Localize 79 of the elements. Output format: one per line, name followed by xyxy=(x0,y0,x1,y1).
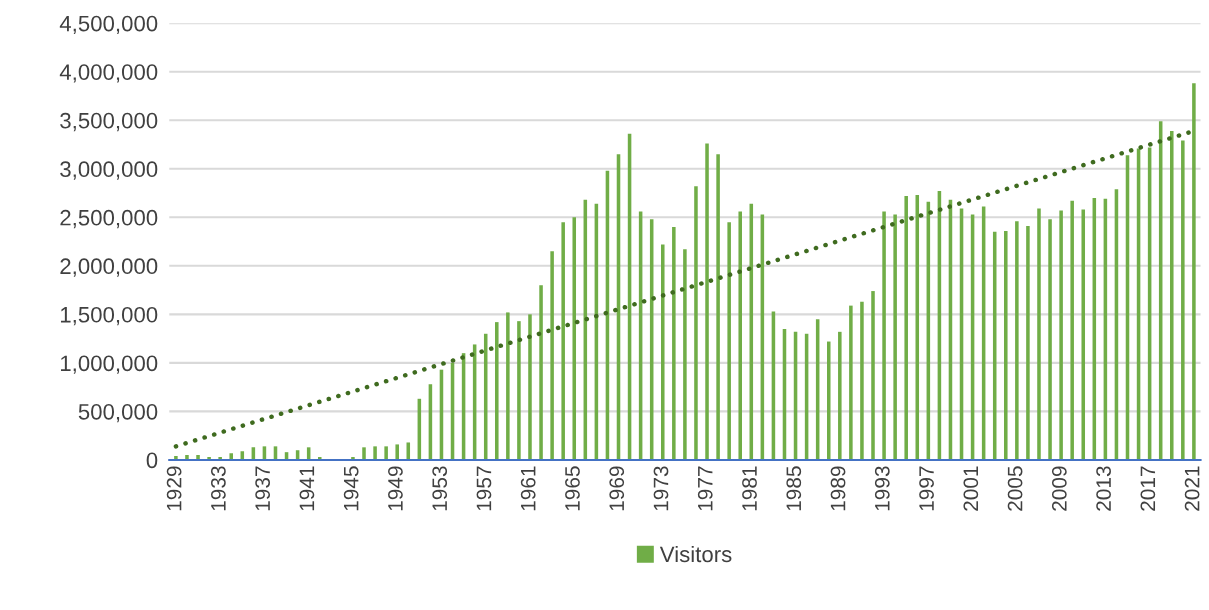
bar xyxy=(373,446,377,460)
y-tick-label: 3,000,000 xyxy=(60,161,158,180)
bar xyxy=(826,341,831,460)
bar xyxy=(395,444,399,460)
x-tick-label: 1969 xyxy=(609,466,625,511)
y-tick-label: 1,500,000 xyxy=(60,306,158,326)
bar xyxy=(683,249,687,460)
x-tick-label: 2017 xyxy=(1140,466,1156,511)
x-tick-label: 1965 xyxy=(565,466,580,511)
bar xyxy=(860,301,864,460)
bar xyxy=(727,222,731,460)
y-tick-label: 1,000,000 xyxy=(60,355,158,374)
x-tick-label: 1985 xyxy=(786,466,802,511)
y-tick-label: 500,000 xyxy=(78,403,158,423)
bar xyxy=(915,194,920,460)
bar xyxy=(495,322,499,460)
bar xyxy=(550,251,554,460)
bar xyxy=(561,222,565,460)
bar xyxy=(1004,230,1008,460)
bar xyxy=(882,211,886,460)
bar xyxy=(849,305,853,460)
bar xyxy=(539,285,543,460)
x-tick-label: 1981 xyxy=(742,466,757,511)
x-tick-label: 1933 xyxy=(211,466,226,511)
bar xyxy=(1070,200,1074,460)
x-tick-label: 1961 xyxy=(520,466,536,511)
bar xyxy=(1170,130,1174,460)
x-tick-label: 1937 xyxy=(255,466,271,511)
x-tick-label: 1957 xyxy=(476,466,492,511)
bar xyxy=(229,453,233,460)
x-tick-label: 1977 xyxy=(697,466,713,511)
bar xyxy=(1026,226,1030,460)
y-tick-label: 4,000,000 xyxy=(59,64,158,83)
x-tick-label: 1929 xyxy=(166,466,182,511)
x-tick-label: 1973 xyxy=(653,466,669,511)
bar xyxy=(871,291,875,460)
bar xyxy=(661,244,665,460)
x-tick-label: 1953 xyxy=(432,466,448,511)
bar xyxy=(406,442,411,460)
bar xyxy=(705,143,709,460)
bar xyxy=(1048,219,1052,460)
bar xyxy=(716,154,720,460)
x-tick-label: 2005 xyxy=(1007,466,1023,511)
bar xyxy=(196,455,200,460)
x-tick-label: 2021 xyxy=(1184,466,1200,511)
legend-label: Visitors xyxy=(659,545,732,563)
x-tick-label: 1993 xyxy=(874,466,890,511)
bar xyxy=(517,321,521,460)
bar xyxy=(506,312,510,460)
y-tick-label: 4,500,000 xyxy=(59,15,158,35)
bar xyxy=(672,227,676,460)
bar xyxy=(904,195,908,460)
bar xyxy=(1015,221,1019,460)
y-tick-label: 2,500,000 xyxy=(60,209,158,229)
bar xyxy=(738,211,742,460)
x-tick-label: 1941 xyxy=(299,466,315,511)
bar xyxy=(1181,140,1185,460)
bar xyxy=(1081,209,1086,460)
bar xyxy=(572,217,577,460)
bar xyxy=(694,186,698,460)
x-tick-label: 2013 xyxy=(1096,466,1111,511)
y-tick-label: 0 xyxy=(146,452,158,469)
bar xyxy=(838,331,842,460)
bar xyxy=(1192,83,1196,460)
bar xyxy=(1037,208,1041,460)
y-tick-label: 2,000,000 xyxy=(60,258,158,277)
x-tick-label: 1945 xyxy=(343,466,359,511)
y-tick-label: 3,500,000 xyxy=(60,112,158,132)
bar xyxy=(362,447,366,460)
x-tick-label: 2001 xyxy=(963,466,979,511)
bar xyxy=(384,446,388,460)
x-tick-label: 1989 xyxy=(830,466,846,511)
x-tick-label: 1949 xyxy=(388,466,403,511)
bar xyxy=(1059,210,1063,460)
bar xyxy=(528,314,532,460)
bar xyxy=(185,455,189,460)
bar xyxy=(893,214,897,460)
x-tick-label: 2009 xyxy=(1051,466,1067,511)
x-tick-label: 1997 xyxy=(919,466,934,511)
